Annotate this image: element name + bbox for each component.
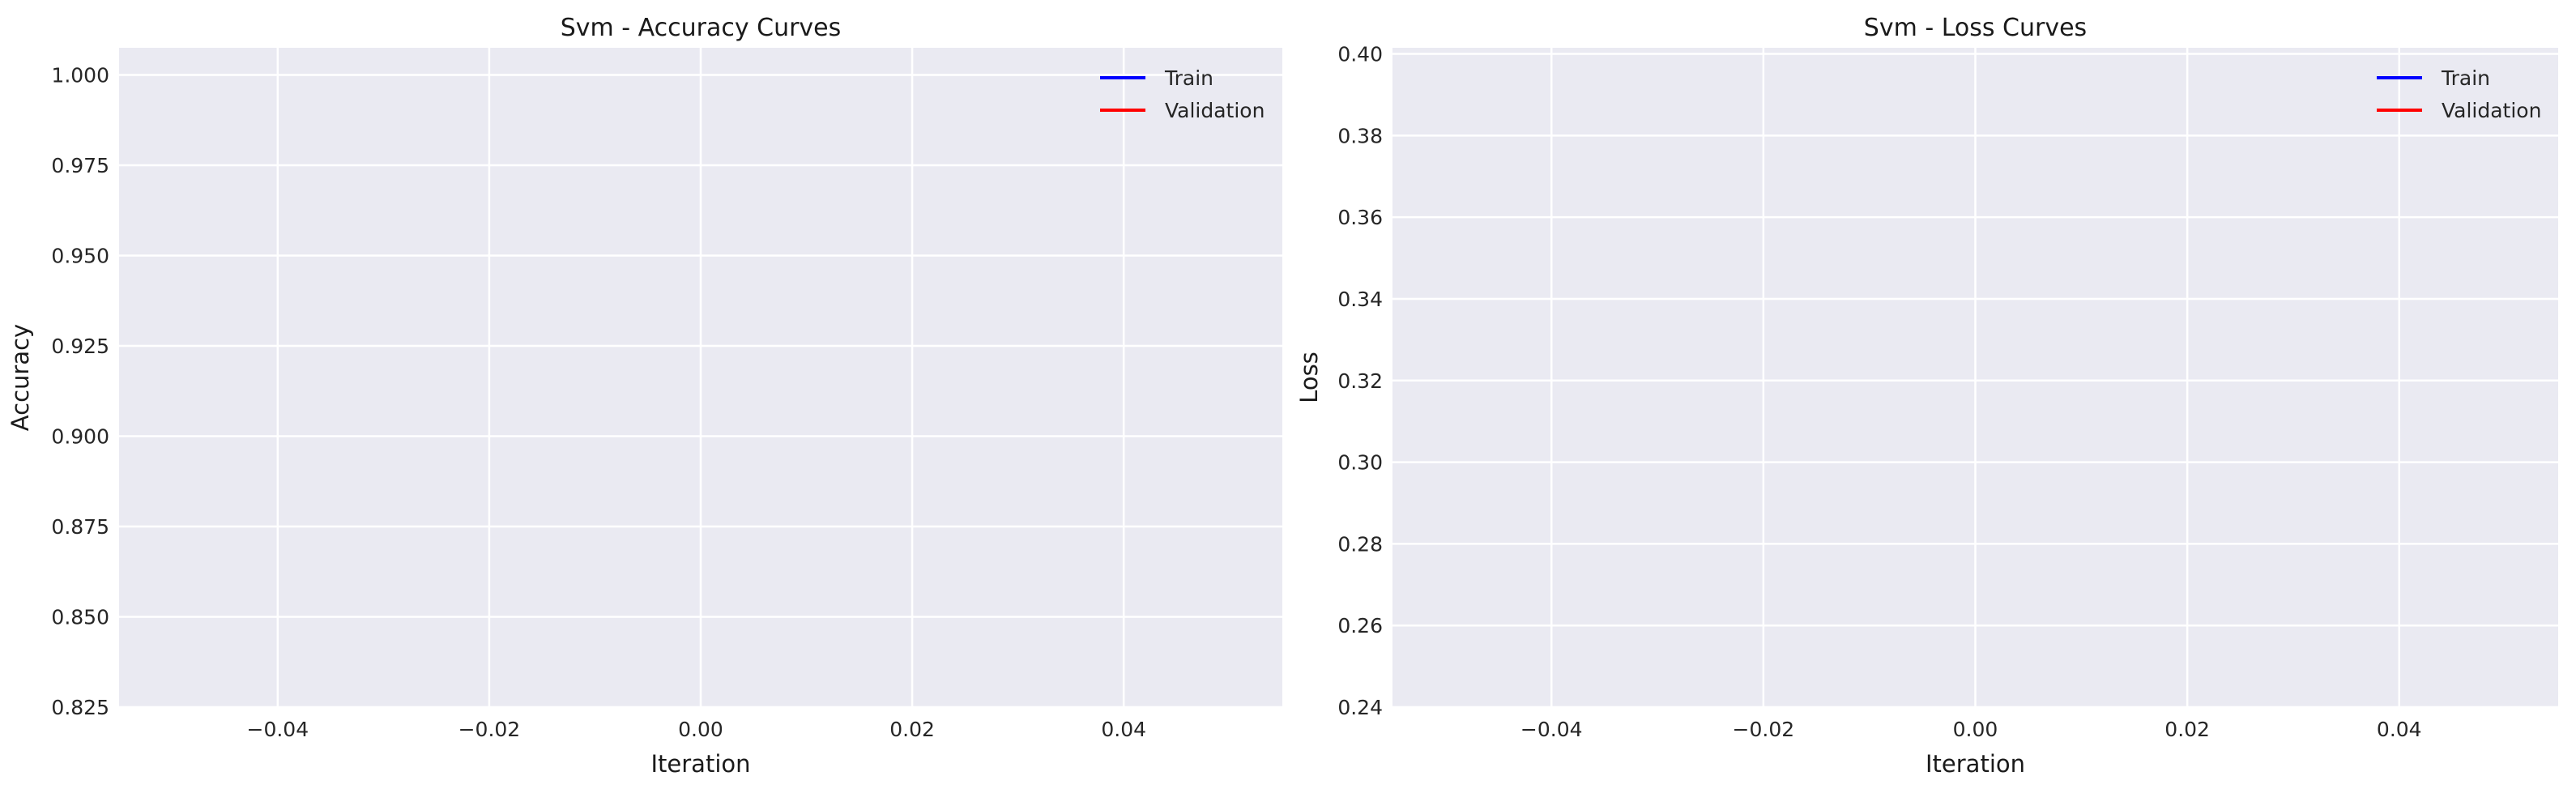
y-tick-label: 0.30: [1337, 451, 1383, 475]
y-tick-label: 0.26: [1337, 614, 1383, 637]
legend-label-validation: Validation: [2442, 99, 2541, 122]
y-tick-label: 0.34: [1337, 288, 1383, 311]
y-tick-label: 0.925: [51, 335, 109, 358]
y-tick-label: 0.24: [1337, 696, 1383, 719]
x-tick-label: −0.04: [247, 718, 309, 741]
x-axis-label: Iteration: [650, 750, 750, 778]
legend-label-train: Train: [1164, 66, 1213, 90]
legend-label-validation: Validation: [1165, 99, 1265, 122]
chart-title: Svm - Accuracy Curves: [561, 14, 842, 42]
y-tick-label: 0.36: [1337, 206, 1383, 229]
x-tick-label: 0.00: [1953, 718, 1998, 741]
legend-label-train: Train: [2441, 66, 2490, 90]
y-axis-label: Accuracy: [6, 324, 34, 431]
loss-chart: 0.24 0.26 0.28 0.30 0.32 0.34 0.36 0.38 0.40 −0.0…: [1295, 14, 2558, 778]
legend: Train Validation: [2377, 66, 2541, 122]
x-tick-label: 0.02: [889, 718, 935, 741]
y-tick-label: 0.875: [51, 515, 109, 539]
accuracy-chart: 0.825 0.850 0.875 0.900 0.925 0.950 0.975 1.000…: [6, 14, 1282, 778]
x-tick-label: −0.02: [1733, 718, 1795, 741]
y-tick-label: 0.950: [51, 244, 109, 267]
x-tick-label: 0.02: [2164, 718, 2210, 741]
y-tick-label: 0.850: [51, 605, 109, 629]
y-tick-label: 1.000: [51, 63, 109, 87]
y-tick-label: 0.32: [1337, 369, 1383, 393]
y-tick-label: 0.825: [51, 696, 109, 719]
x-tick-label: −0.02: [458, 718, 521, 741]
x-tick-label: 0.04: [1101, 718, 1146, 741]
legend: Train Validation: [1100, 66, 1265, 122]
x-tick-label: −0.04: [1520, 718, 1583, 741]
chart-title: Svm - Loss Curves: [1864, 14, 2087, 42]
x-axis-label: Iteration: [1926, 750, 2025, 778]
y-tick-label: 0.900: [51, 424, 109, 448]
x-tick-label: 0.04: [2377, 718, 2422, 741]
y-tick-label: 0.38: [1337, 124, 1383, 147]
y-tick-label: 0.975: [51, 154, 109, 177]
y-axis-label: Loss: [1295, 352, 1323, 403]
y-tick-label: 0.40: [1337, 43, 1383, 66]
y-tick-label: 0.28: [1337, 532, 1383, 556]
x-tick-label: 0.00: [678, 718, 723, 741]
